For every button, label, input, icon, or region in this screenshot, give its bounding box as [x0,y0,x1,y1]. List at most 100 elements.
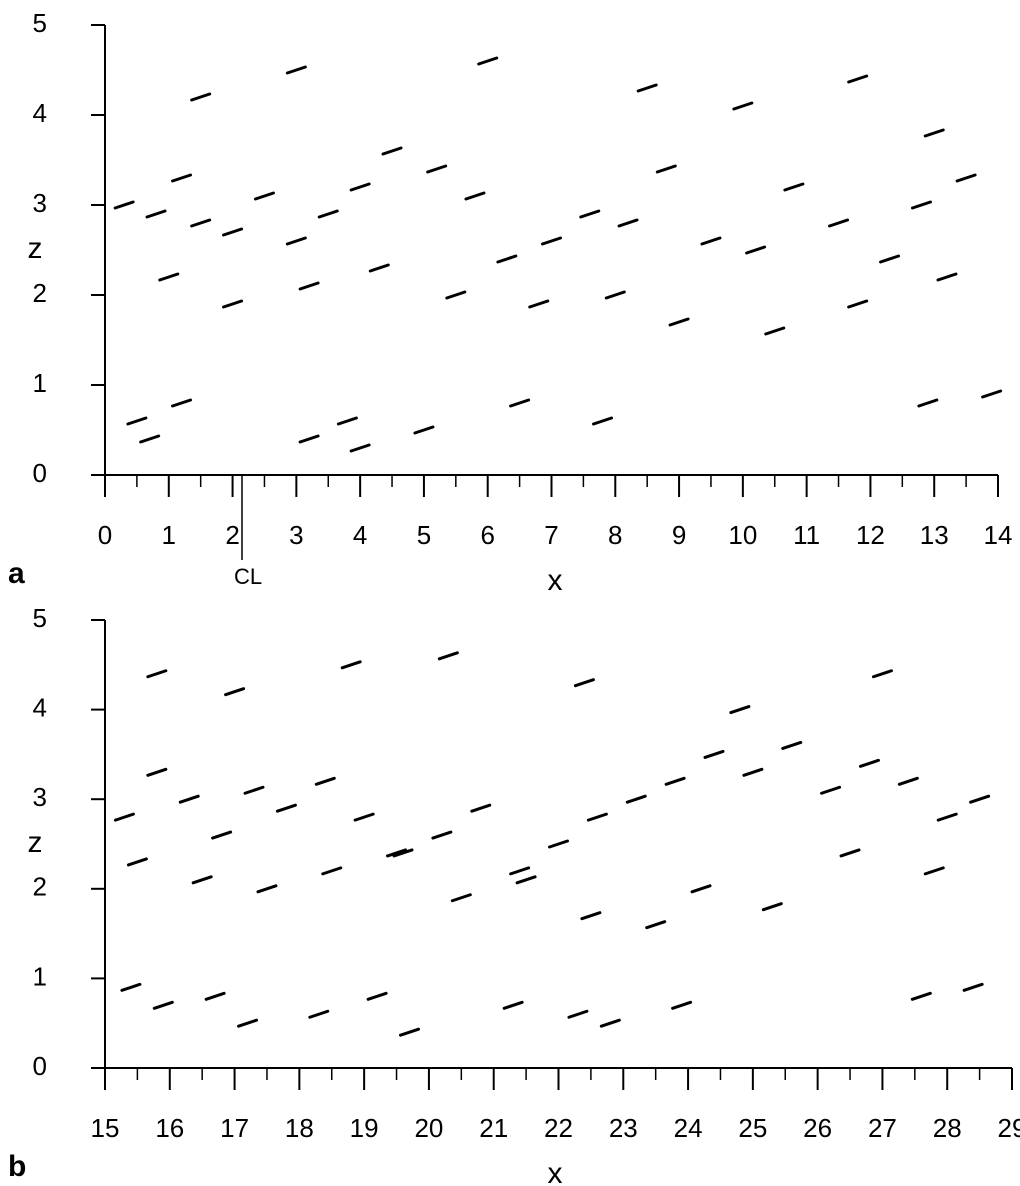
streak [703,749,725,759]
x-tick-label: 27 [868,1113,897,1143]
streak [285,65,307,75]
streak [222,299,244,309]
streak [847,299,869,309]
streak [936,812,958,822]
x-tick-label: 21 [479,1113,508,1143]
streak [437,651,459,661]
streak [645,920,667,930]
streak [910,991,932,1001]
annotation: CL [234,564,262,589]
streak [636,83,658,93]
panel-label: a [8,557,25,590]
streak [761,902,783,912]
streak [764,326,786,336]
x-tick-label: 9 [672,520,686,550]
y-tick-label: 0 [33,1051,47,1081]
streak [871,669,893,679]
streak [349,443,371,453]
streak [579,209,601,219]
streak [253,191,275,201]
streak [604,290,626,300]
streak [317,209,339,219]
streak [321,866,343,876]
streak [599,1018,621,1028]
streak [158,272,180,282]
streak [858,758,880,768]
streak [204,991,226,1001]
y-tick-label: 5 [33,8,47,38]
x-tick-label: 14 [984,520,1013,550]
streak [392,848,414,858]
streak [349,182,371,192]
streak [586,812,608,822]
streak [308,1009,330,1019]
x-tick-label: 22 [544,1113,573,1143]
y-tick-label: 4 [33,692,47,722]
streak [413,425,435,435]
x-tick-label: 4 [353,520,367,550]
streak [113,812,135,822]
streak [191,875,213,885]
streak [839,848,861,858]
streak [910,200,932,210]
streak [528,299,550,309]
streak [879,254,901,264]
streak [962,982,984,992]
streak [211,830,233,840]
x-tick-label: 2 [225,520,239,550]
streak [139,434,161,444]
streak [783,182,805,192]
streak [690,884,712,894]
streak [828,218,850,228]
streak [923,128,945,138]
x-axis-label: x [548,564,563,597]
streak [126,416,148,426]
streak [541,236,562,246]
streak [515,875,537,885]
x-tick-label: 18 [285,1113,314,1143]
x-tick-label: 19 [350,1113,379,1143]
streak [126,857,148,867]
streak [190,92,212,102]
y-tick-label: 3 [33,188,47,218]
x-tick-label: 3 [289,520,303,550]
streak [617,218,639,228]
streak [745,245,767,255]
x-tick-label: 12 [856,520,885,550]
x-tick-label: 15 [91,1113,120,1143]
x-tick-label: 26 [803,1113,832,1143]
streak [298,434,320,444]
streak [732,101,754,111]
streak [470,803,492,813]
x-tick-label: 6 [480,520,494,550]
streak [477,56,499,66]
streak [664,776,686,786]
x-tick-label: 24 [674,1113,703,1143]
streak [237,1018,259,1028]
x-tick-label: 5 [417,520,431,550]
streak [386,848,408,858]
streak [171,398,193,408]
y-tick-label: 4 [33,98,47,128]
y-tick-label: 2 [33,872,47,902]
streak [120,982,142,992]
streak [742,767,764,777]
streak [368,263,390,273]
y-tick-label: 2 [33,278,47,308]
streak [113,200,135,210]
streak [398,1027,420,1037]
streak [340,660,362,670]
streak [256,884,278,894]
streak [671,1000,693,1010]
streak [353,812,375,822]
x-tick-label: 29 [998,1113,1020,1143]
streak [171,173,193,183]
streak [445,290,467,300]
streak [178,794,200,804]
x-tick-label: 0 [98,520,112,550]
streak [431,830,453,840]
streak [548,839,569,849]
x-tick-label: 13 [920,520,949,550]
streak [580,911,602,921]
